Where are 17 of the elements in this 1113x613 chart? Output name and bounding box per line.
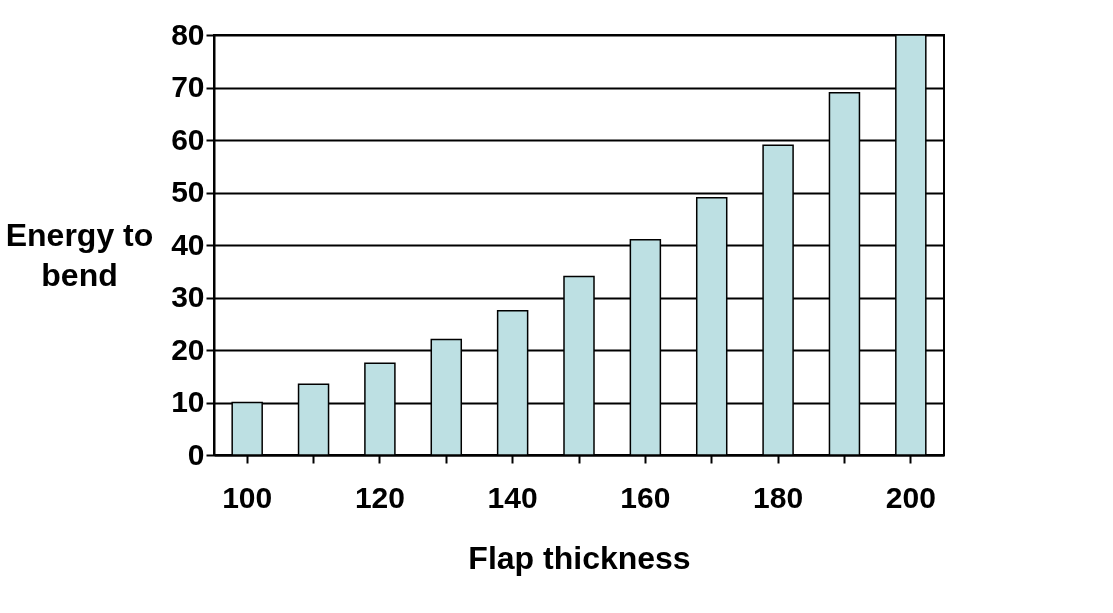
x-tick-label: 200 <box>885 480 936 514</box>
y-tick-label: 50 <box>171 175 205 208</box>
x-tick-label: 180 <box>753 480 804 514</box>
y-tick-label: 60 <box>171 122 205 156</box>
y-tick-label: 0 <box>187 437 205 471</box>
x-tick-label: 100 <box>222 480 273 514</box>
y-tick-label: 10 <box>171 385 205 418</box>
x-axis-title: Flap thickness <box>468 539 691 576</box>
y-axis-title: Energy to bend <box>5 216 154 293</box>
y-tick-label: 20 <box>171 332 205 366</box>
x-tick-label: 160 <box>620 480 671 514</box>
x-tick-label: 140 <box>487 480 538 514</box>
x-tick-label: 120 <box>354 480 405 514</box>
y-tick-label: 80 <box>171 17 205 51</box>
y-tick-label: 30 <box>171 280 205 313</box>
y-tick-label: 70 <box>171 70 205 103</box>
y-tick-label: 40 <box>171 227 205 261</box>
